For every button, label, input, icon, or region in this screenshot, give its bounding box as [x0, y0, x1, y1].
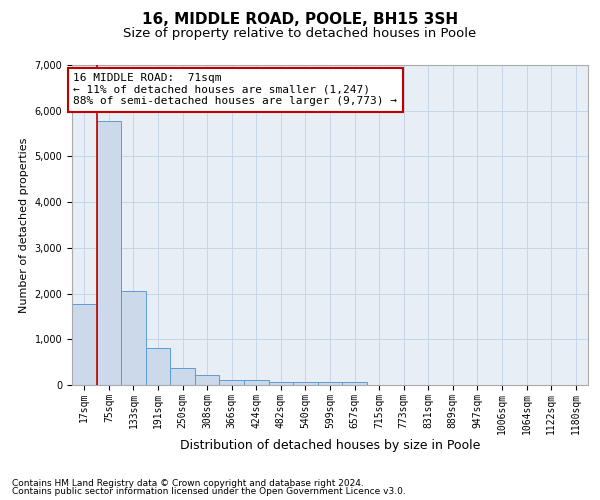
- Text: Contains public sector information licensed under the Open Government Licence v3: Contains public sector information licen…: [12, 487, 406, 496]
- Y-axis label: Number of detached properties: Number of detached properties: [19, 138, 29, 312]
- Bar: [293, 382, 318, 385]
- Text: 16 MIDDLE ROAD:  71sqm
← 11% of detached houses are smaller (1,247)
88% of semi-: 16 MIDDLE ROAD: 71sqm ← 11% of detached …: [73, 73, 397, 106]
- Bar: [220, 380, 244, 385]
- Bar: [146, 348, 170, 385]
- Text: Size of property relative to detached houses in Poole: Size of property relative to detached ho…: [124, 28, 476, 40]
- Bar: [318, 382, 342, 385]
- X-axis label: Distribution of detached houses by size in Poole: Distribution of detached houses by size …: [180, 440, 480, 452]
- Bar: [269, 382, 293, 385]
- Text: 16, MIDDLE ROAD, POOLE, BH15 3SH: 16, MIDDLE ROAD, POOLE, BH15 3SH: [142, 12, 458, 28]
- Bar: [244, 380, 269, 385]
- Text: Contains HM Land Registry data © Crown copyright and database right 2024.: Contains HM Land Registry data © Crown c…: [12, 478, 364, 488]
- Bar: [97, 121, 121, 385]
- Bar: [170, 368, 195, 385]
- Bar: [72, 304, 97, 385]
- Bar: [195, 376, 220, 385]
- Bar: [121, 292, 146, 385]
- Bar: [342, 382, 367, 385]
